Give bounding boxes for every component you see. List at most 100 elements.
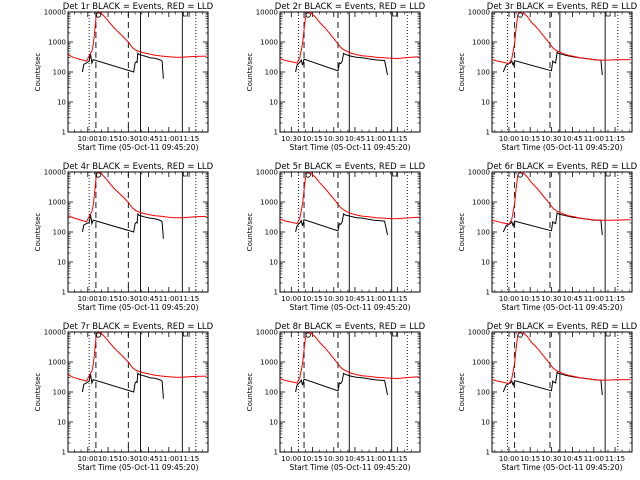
panel-title: Det 2r BLACK = Events, RED = LLD xyxy=(275,2,426,12)
lld-rate-line xyxy=(280,12,419,64)
y-tick-label: 100 xyxy=(53,69,66,77)
x-tick-label: 10:15 xyxy=(520,295,540,303)
x-tick-label: 10:00 xyxy=(281,455,301,463)
x-axis-label: Start Time (05-Oct-11 09:45:20) xyxy=(501,143,622,152)
y-tick-label: 100 xyxy=(477,69,490,77)
x-tick-label: 11:15 xyxy=(179,455,199,463)
x-tick-label: 11:15 xyxy=(387,295,407,303)
plot-frame xyxy=(279,331,421,453)
x-tick-label: 10:30 xyxy=(118,455,138,463)
lld-rate-line xyxy=(68,172,207,223)
event-rate-line xyxy=(81,52,164,79)
y-tick-label: 1000 xyxy=(48,39,66,47)
x-tick-label: 10:00 xyxy=(499,135,519,143)
plot-frame xyxy=(279,11,421,133)
y-tick-label: 10 xyxy=(57,99,66,107)
peak-marker xyxy=(305,332,311,338)
plot-frame xyxy=(491,171,633,293)
panel-det-1: Det 1r BLACK = Events, RED = LLD 1 10 100 10… xyxy=(34,2,214,152)
x-axis-label: Start Time (05-Oct-11 09:45:20) xyxy=(289,463,410,472)
y-tick-label: 1000 xyxy=(472,199,490,207)
y-tick-label: 10 xyxy=(269,99,278,107)
y-tick-label: 100 xyxy=(477,389,490,397)
lld-rate-line xyxy=(280,332,419,384)
panel-title: Det 6r BLACK = Events, RED = LLD xyxy=(487,162,638,172)
x-tick-label: 11:15 xyxy=(387,455,407,463)
x-tick-label: 10:45 xyxy=(563,455,583,463)
peak-marker xyxy=(96,172,102,178)
x-tick-label: 10:45 xyxy=(563,135,583,143)
plot-area xyxy=(280,332,419,452)
panel-det-8: Det 8r BLACK = Events, RED = LLD 1 10 100 10… xyxy=(246,322,426,472)
plot-frame xyxy=(491,331,633,453)
x-tick-label: 11:15 xyxy=(387,135,407,143)
x-tick-label: 10:45 xyxy=(345,455,365,463)
y-tick-label: 10000 xyxy=(256,169,278,177)
y-tick-label: 10 xyxy=(269,419,278,427)
x-tick-label: 10:45 xyxy=(563,295,583,303)
x-tick-label: 11:15 xyxy=(179,135,199,143)
x-tick-label: 11:00 xyxy=(366,455,386,463)
peak-marker xyxy=(517,12,523,18)
y-tick-label: 100 xyxy=(265,389,278,397)
y-tick-label: 10000 xyxy=(468,169,490,177)
y-tick-label: 10 xyxy=(481,259,490,267)
x-tick-label: 11:15 xyxy=(605,295,625,303)
x-tick-label: 11:00 xyxy=(366,135,386,143)
peak-marker xyxy=(517,332,523,338)
x-tick-label: 11:00 xyxy=(584,135,604,143)
plot-area xyxy=(280,12,419,132)
x-tick-label: 10:15 xyxy=(98,455,118,463)
y-tick-label: 10000 xyxy=(468,329,490,337)
panel-title: Det 3r BLACK = Events, RED = LLD xyxy=(487,2,638,12)
event-rate-line xyxy=(502,212,603,235)
x-tick-label: 10:30 xyxy=(118,135,138,143)
y-tick-label: 10000 xyxy=(44,9,66,17)
x-axis-label: Start Time (05-Oct-11 09:45:20) xyxy=(501,303,622,312)
y-tick-label: 10000 xyxy=(256,329,278,337)
y-tick-label: 1 xyxy=(62,129,66,137)
panel-det-7: Det 7r BLACK = Events, RED = LLD 1 10 100 10… xyxy=(34,322,214,472)
event-rate-line xyxy=(502,51,603,75)
x-tick-label: 10:15 xyxy=(98,135,118,143)
x-tick-label: 10:00 xyxy=(78,455,98,463)
x-tick-label: 10:15 xyxy=(520,135,540,143)
y-axis-label: Counts/sec xyxy=(458,373,466,412)
peak-marker xyxy=(305,172,311,178)
lld-rate-line xyxy=(280,172,419,225)
panel-title: Det 9r BLACK = Events, RED = LLD xyxy=(487,322,638,332)
x-tick-label: 10:15 xyxy=(302,455,322,463)
panel-det-4: Det 4r BLACK = Events, RED = LLD 1 10 100 10… xyxy=(34,162,214,312)
gap-marker xyxy=(182,331,188,337)
x-tick-label: 10:30 xyxy=(324,135,344,143)
x-tick-label: 11:15 xyxy=(605,135,625,143)
x-tick-label: 10:15 xyxy=(520,455,540,463)
y-tick-label: 1000 xyxy=(260,39,278,47)
x-tick-label: 10:45 xyxy=(345,135,365,143)
y-axis-label: Counts/sec xyxy=(246,373,254,412)
y-axis-label: Counts/sec xyxy=(246,53,254,92)
panel-det-6: Det 6r BLACK = Events, RED = LLD 1 10 100 10… xyxy=(458,162,638,312)
x-tick-label: 11:00 xyxy=(159,295,179,303)
x-tick-label: 10:00 xyxy=(499,455,519,463)
x-tick-label: 10:15 xyxy=(302,295,322,303)
y-tick-label: 100 xyxy=(265,229,278,237)
plot-frame xyxy=(279,171,421,293)
x-tick-label: 10:30 xyxy=(324,455,344,463)
x-tick-label: 10:30 xyxy=(541,455,561,463)
gap-marker xyxy=(605,331,611,337)
lld-rate-line xyxy=(68,12,207,62)
y-tick-label: 1 xyxy=(62,289,66,297)
y-tick-label: 100 xyxy=(53,389,66,397)
peak-marker xyxy=(517,172,523,178)
y-tick-label: 1 xyxy=(274,449,278,457)
plot-area xyxy=(492,332,631,452)
y-tick-label: 1000 xyxy=(260,359,278,367)
x-tick-label: 11:00 xyxy=(584,455,604,463)
panel-title: Det 4r BLACK = Events, RED = LLD xyxy=(63,162,214,172)
lld-rate-line xyxy=(68,332,207,382)
x-tick-label: 10:45 xyxy=(138,135,158,143)
y-tick-label: 10000 xyxy=(44,329,66,337)
y-tick-label: 1 xyxy=(486,449,490,457)
x-tick-label: 10:00 xyxy=(78,295,98,303)
